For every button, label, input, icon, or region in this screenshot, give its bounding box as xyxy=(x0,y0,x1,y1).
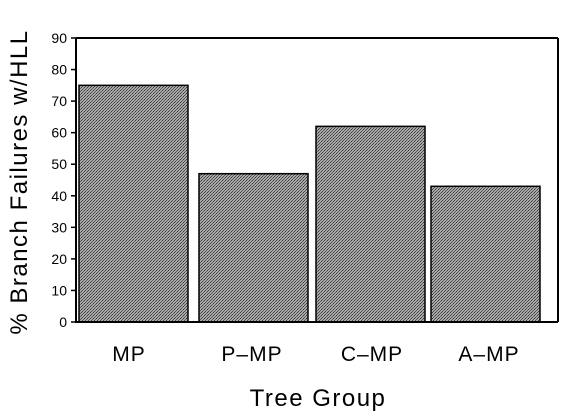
bars-layer xyxy=(78,84,541,323)
y-tick-label: 40 xyxy=(51,188,67,204)
bar-3 xyxy=(430,185,541,323)
y-tick-label: 30 xyxy=(51,219,67,235)
y-tick-label: 10 xyxy=(51,282,67,298)
y-axis-ticks: 0 10 20 30 40 50 60 70 80 90 xyxy=(51,30,76,330)
x-category-label: P–MP xyxy=(221,343,282,366)
y-tick-label: 20 xyxy=(51,251,67,267)
bar-2 xyxy=(315,125,426,323)
x-category-label: C–MP xyxy=(341,343,403,366)
x-category-label: MP xyxy=(112,343,146,366)
x-axis-title: Tree Group xyxy=(250,385,387,412)
bar-1 xyxy=(198,172,309,323)
y-tick-label: 50 xyxy=(51,156,67,172)
y-tick-label: 0 xyxy=(59,314,67,330)
x-category-label: A–MP xyxy=(458,343,519,366)
plot-frame xyxy=(75,37,559,323)
y-tick-label: 60 xyxy=(51,125,67,141)
y-tick-label: 90 xyxy=(51,30,67,46)
y-tick-label: 70 xyxy=(51,93,67,109)
y-tick-label: 80 xyxy=(51,62,67,78)
x-axis-category-labels: MP P–MP C–MP A–MP xyxy=(112,343,519,366)
y-axis-title: % Branch Failures w/HLL xyxy=(6,29,33,334)
bar-0 xyxy=(78,84,189,323)
